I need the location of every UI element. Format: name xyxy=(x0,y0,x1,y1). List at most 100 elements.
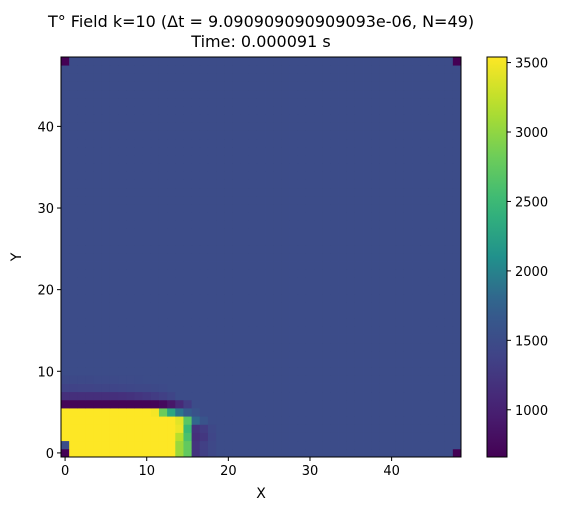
heatmap-cell xyxy=(339,212,348,221)
heatmap-cell xyxy=(257,147,266,156)
heatmap-cell xyxy=(314,343,323,352)
heatmap-cell xyxy=(363,261,372,270)
heatmap-cell xyxy=(151,57,160,66)
heatmap-cell xyxy=(232,408,241,417)
heatmap-cell xyxy=(232,147,241,156)
heatmap-cell xyxy=(232,335,241,344)
heatmap-cell xyxy=(265,245,274,254)
heatmap-cell xyxy=(453,294,462,303)
heatmap-cell xyxy=(216,212,225,221)
heatmap-cell xyxy=(330,302,339,311)
heatmap-cell xyxy=(216,302,225,311)
heatmap-cell xyxy=(110,310,119,319)
heatmap-cell xyxy=(265,114,274,123)
heatmap-cell xyxy=(453,73,462,82)
heatmap-cell xyxy=(396,326,405,335)
heatmap-cell xyxy=(61,375,70,384)
heatmap-cell xyxy=(224,343,233,352)
heatmap-cell xyxy=(404,351,413,360)
heatmap-cell xyxy=(126,343,135,352)
heatmap-cell xyxy=(249,433,258,442)
heatmap-cell xyxy=(94,408,103,417)
heatmap-cell xyxy=(175,90,184,99)
heatmap-cell xyxy=(281,253,290,262)
heatmap-cell xyxy=(330,261,339,270)
heatmap-cell xyxy=(151,237,160,246)
heatmap-cell xyxy=(298,220,307,229)
heatmap-cell xyxy=(118,351,127,360)
heatmap-cell xyxy=(428,343,437,352)
heatmap-cell xyxy=(134,212,143,221)
heatmap-cell xyxy=(265,122,274,131)
heatmap-cell xyxy=(192,106,201,115)
heatmap-cell xyxy=(241,253,250,262)
heatmap-cell xyxy=(437,114,446,123)
heatmap-cell xyxy=(298,204,307,213)
heatmap-cell xyxy=(61,392,70,401)
heatmap-cell xyxy=(298,163,307,172)
heatmap-cell xyxy=(102,310,111,319)
heatmap-cell xyxy=(224,416,233,425)
heatmap-cell xyxy=(437,196,446,205)
heatmap-cell xyxy=(404,163,413,172)
heatmap-cell xyxy=(404,359,413,368)
heatmap-cell xyxy=(77,277,86,286)
heatmap-cell xyxy=(208,65,217,74)
heatmap-cell xyxy=(134,302,143,311)
heatmap-cell xyxy=(249,408,258,417)
heatmap-cell xyxy=(437,57,446,66)
heatmap-cell xyxy=(396,392,405,401)
heatmap-cell xyxy=(322,98,331,107)
heatmap-cell xyxy=(143,400,152,409)
heatmap-cell xyxy=(388,384,397,393)
heatmap-cell xyxy=(314,73,323,82)
heatmap-cell xyxy=(339,188,348,197)
heatmap-cell xyxy=(232,433,241,442)
heatmap-cell xyxy=(200,335,209,344)
heatmap-cell xyxy=(257,326,266,335)
heatmap-cell xyxy=(265,106,274,115)
heatmap-cell xyxy=(420,335,429,344)
heatmap-cell xyxy=(126,367,135,376)
heatmap-cell xyxy=(322,163,331,172)
heatmap-cell xyxy=(273,375,282,384)
heatmap-cell xyxy=(118,220,127,229)
heatmap-cell xyxy=(396,179,405,188)
heatmap-cell xyxy=(232,302,241,311)
heatmap-cell xyxy=(404,147,413,156)
heatmap-cell xyxy=(445,204,454,213)
heatmap-cell xyxy=(445,318,454,327)
heatmap-cell xyxy=(420,204,429,213)
heatmap-cell xyxy=(322,400,331,409)
heatmap-cell xyxy=(330,310,339,319)
heatmap-cell xyxy=(322,286,331,295)
heatmap-cell xyxy=(273,416,282,425)
heatmap-cell xyxy=(94,343,103,352)
heatmap-cell xyxy=(428,261,437,270)
heatmap-cell xyxy=(208,188,217,197)
heatmap-cell xyxy=(347,384,356,393)
heatmap-cell xyxy=(224,449,233,458)
heatmap-cell xyxy=(61,359,70,368)
heatmap-cell xyxy=(77,245,86,254)
heatmap-cell xyxy=(85,302,94,311)
heatmap-cell xyxy=(306,424,315,433)
heatmap-cell xyxy=(437,122,446,131)
heatmap-cell xyxy=(420,155,429,164)
heatmap-cell xyxy=(175,433,184,442)
heatmap-cell xyxy=(445,114,454,123)
heatmap-cell xyxy=(167,188,176,197)
heatmap-cell xyxy=(118,335,127,344)
heatmap-cell xyxy=(85,441,94,450)
heatmap-cell xyxy=(175,204,184,213)
heatmap-cell xyxy=(347,114,356,123)
heatmap-cell xyxy=(94,351,103,360)
heatmap-cell xyxy=(420,294,429,303)
heatmap-cell xyxy=(306,359,315,368)
heatmap-cell xyxy=(175,220,184,229)
heatmap-cell xyxy=(257,65,266,74)
heatmap-cell xyxy=(143,179,152,188)
heatmap-cell xyxy=(306,163,315,172)
heatmap-cell xyxy=(379,179,388,188)
heatmap-cell xyxy=(339,375,348,384)
